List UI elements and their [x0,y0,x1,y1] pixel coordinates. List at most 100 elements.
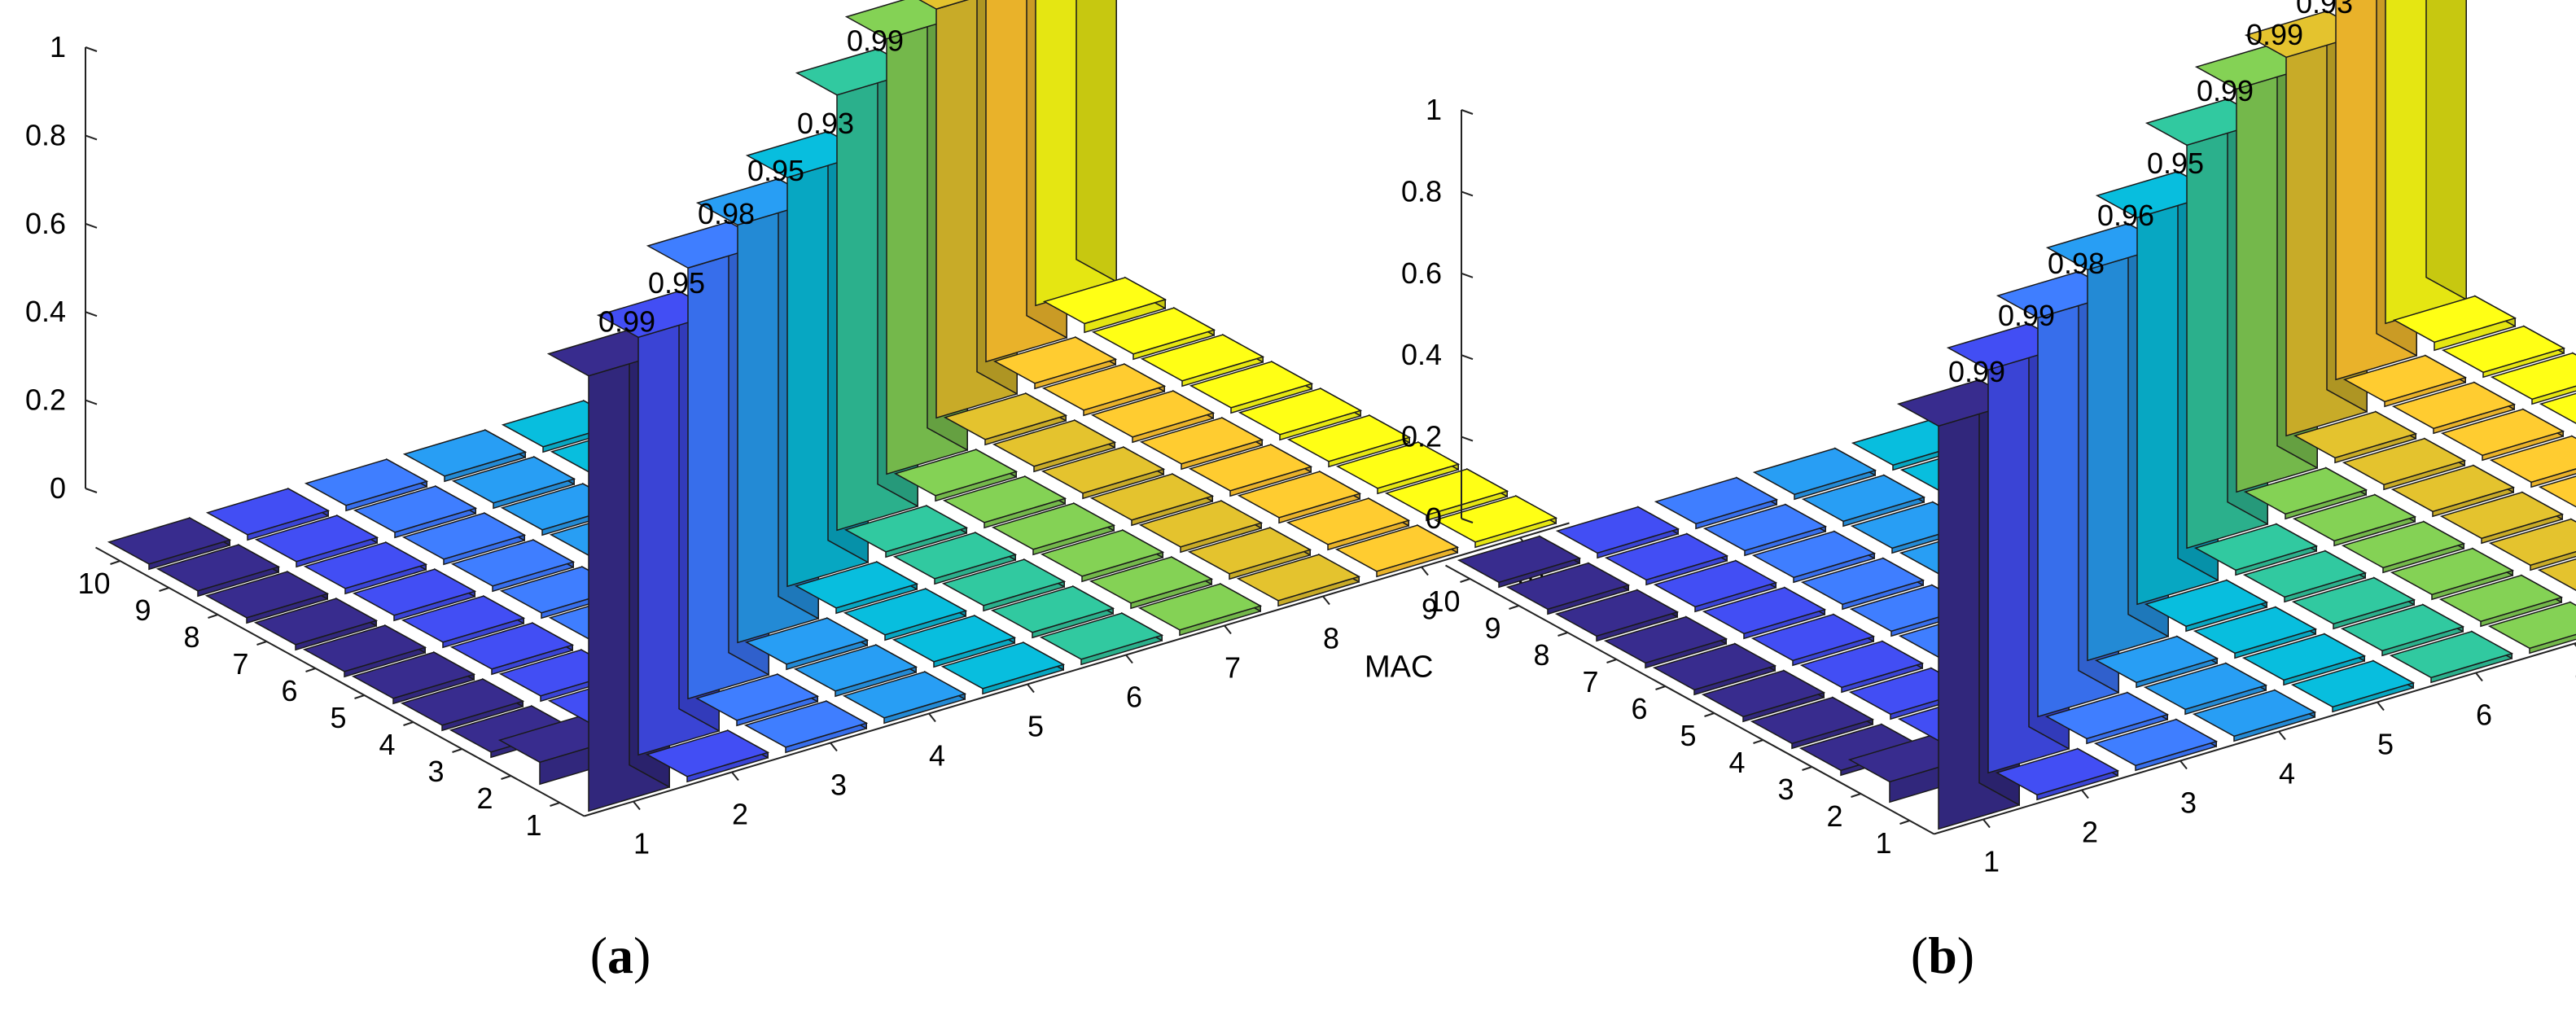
floor-bar [2487,601,2576,655]
bar-value-label: 0.96 [2097,199,2154,232]
bar-value-label: 0.95 [2147,147,2204,180]
floor-bar [2242,550,2368,603]
z-tick-mark [1461,109,1474,115]
floor-bar [1800,557,1925,611]
bar-face-top [1286,497,1411,545]
z-tick-label: 0.4 [25,295,66,328]
bar-face-top [892,615,1017,663]
bar-face-top [694,673,820,721]
bar-face-top [303,541,428,589]
floor-bar [253,597,379,651]
bar-face-top [1040,446,1166,494]
x-tick-mark [830,742,838,752]
y-tick-mark [305,668,316,672]
y-axis-line [95,546,585,817]
x-tick-mark [1027,683,1035,694]
bar-value-label: 0.93 [797,107,854,140]
floor-bar [402,428,528,483]
floor-bar [451,455,576,510]
bar-face-top [400,678,525,726]
bar-face-top [2093,718,2219,767]
bar-face-top [1090,390,1216,438]
z-tick-label: 0 [1426,501,1442,535]
floor-bar [1604,532,1729,586]
floor-bar [1090,389,1216,444]
floor-bar [353,484,478,539]
y-tick-mark [550,802,560,807]
x-axis-line [1934,641,2576,835]
floor-bar [645,729,770,783]
floor-bar [1042,276,1168,334]
bar-face-top [1089,473,1215,521]
floor-bar [1286,497,1411,551]
bar-face-top [2539,392,2576,424]
floor-bar [940,641,1066,695]
floor-bar [2193,606,2318,659]
floor-bar [1652,642,1777,696]
bar-face-top [2439,491,2565,540]
bar-face-top [794,561,919,609]
z-tick-mark [1461,354,1474,361]
bar-face-top [1187,527,1312,575]
bar-face-top [2144,579,2269,628]
floor-bar [1041,362,1167,417]
floor-bar [2537,558,2576,591]
bar-face-top [892,532,1018,580]
x-tick-mark [2377,701,2385,712]
bar-face-top [2143,662,2268,711]
floor-bar [2440,408,2565,462]
floor-bar [1555,506,1680,559]
floor-bar [2439,491,2565,545]
floor-bar [2291,576,2416,630]
bar-face-top [1603,615,1728,664]
bar-face-top [2241,633,2367,681]
floor-bar [450,538,576,593]
bar-face-top [743,700,869,748]
x-tick-label: 5 [1027,710,1044,743]
y-tick-label: 5 [330,701,346,734]
floor-bar [1654,476,1779,530]
floor-bar [1752,447,1877,501]
x-tick-label: 7 [2574,669,2576,703]
floor-bar [204,570,330,624]
y-tick-mark [1802,766,1812,771]
floor-bar [743,699,869,754]
floor-bar [1702,586,1827,640]
y-tick-label: 6 [281,674,297,707]
y-tick-label: 8 [1533,638,1549,672]
y-tick-mark [1557,632,1568,637]
floor-bar [1091,306,1216,361]
x-tick-label: 6 [1126,681,1142,714]
floor-bar [1801,474,1926,528]
x-tick-label: 9 [1422,593,1438,626]
bar-face-top [2390,464,2516,513]
floor-bar [1039,611,1164,666]
bar-face-top [1652,642,1777,691]
x-tick-mark [1125,654,1133,664]
bar-face-top [1238,388,1363,436]
bar-face-top [2193,523,2319,571]
bar-face-top [1433,495,1558,543]
z-tick-mark [1461,436,1474,442]
floor-bar [1384,467,1509,522]
floor-bar [2243,466,2368,520]
y-tick-label: 10 [1427,585,1460,618]
bar-face-front [2531,385,2576,405]
bar-face-top [1750,696,1875,745]
bar-face-top [1189,361,1314,409]
x-tick-label: 1 [633,827,650,860]
floor-bar [893,448,1019,502]
bar-face-top [449,622,575,670]
bar-face-top [1800,557,1925,606]
floor-bar [2094,635,2219,689]
x-tick-label: 5 [2377,728,2394,761]
x-tick-label: 1 [1983,845,2000,878]
bar-face-top [1139,417,1264,465]
floor-bar [1653,559,1778,613]
bar-face-top [2389,630,2514,679]
bar-value-label: 0.98 [698,197,755,230]
bar-value-label: 0.99 [1948,355,2005,388]
floor-bar [1188,443,1313,497]
bar-face-top [991,502,1116,550]
floor-bar [2488,518,2576,571]
